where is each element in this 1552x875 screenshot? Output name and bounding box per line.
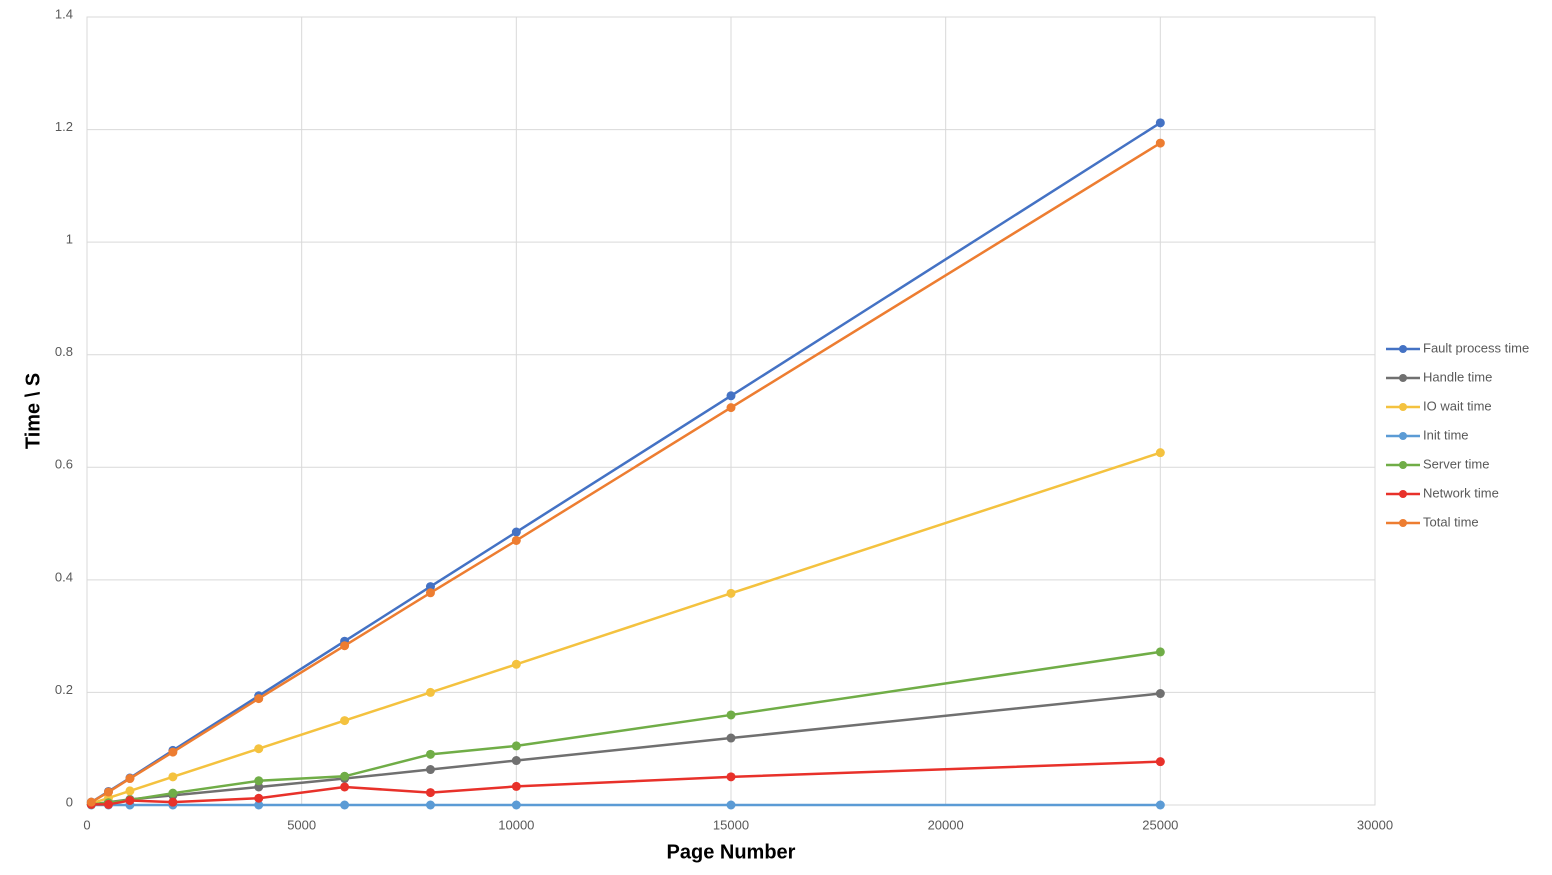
legend-marker: [1399, 374, 1407, 382]
data-point: [726, 710, 736, 720]
x-tick-label: 25000: [1142, 817, 1178, 832]
data-point: [425, 687, 435, 697]
data-point: [425, 800, 435, 810]
legend-label: IO wait time: [1423, 398, 1492, 413]
data-point: [340, 641, 350, 651]
legend-marker: [1399, 461, 1407, 469]
data-point: [726, 772, 736, 782]
data-point: [168, 797, 178, 807]
legend-marker: [1399, 519, 1407, 527]
x-tick-label: 15000: [713, 817, 749, 832]
data-point: [726, 588, 736, 598]
y-tick-label: 1.2: [55, 119, 73, 134]
series-line: [90, 121, 1162, 804]
data-point: [254, 782, 264, 792]
data-point: [103, 787, 113, 797]
data-point: [511, 527, 521, 537]
data-point: [425, 588, 435, 598]
data-point: [726, 800, 736, 810]
data-point: [254, 744, 264, 754]
legend-label: Server time: [1423, 456, 1489, 471]
data-point: [103, 799, 113, 809]
data-point: [511, 781, 521, 791]
data-point: [254, 800, 264, 810]
y-tick-label: 1.4: [55, 6, 73, 21]
legend-label: Init time: [1423, 427, 1469, 442]
data-point: [168, 772, 178, 782]
legend-label: Network time: [1423, 485, 1499, 500]
series-line: [91, 692, 1161, 806]
data-point: [726, 403, 736, 413]
y-tick-label: 0.4: [55, 569, 73, 584]
data-point: [1155, 757, 1165, 767]
data-point: [168, 747, 178, 757]
data-point: [1155, 647, 1165, 657]
data-point: [340, 771, 350, 781]
y-axis-title: Time \ S: [22, 373, 44, 449]
data-point: [254, 776, 264, 786]
legend-marker: [1399, 490, 1407, 498]
y-tick-label: 0.2: [55, 682, 73, 697]
data-point: [1155, 138, 1165, 148]
y-tick-label: 0: [66, 794, 73, 809]
data-point: [340, 800, 350, 810]
data-point: [425, 749, 435, 759]
x-tick-label: 30000: [1357, 817, 1393, 832]
data-point: [254, 694, 264, 704]
x-tick-label: 10000: [498, 817, 534, 832]
data-point: [125, 774, 135, 784]
x-tick-label: 5000: [287, 817, 316, 832]
data-point: [511, 741, 521, 751]
data-point: [511, 535, 521, 545]
series-line: [91, 760, 1161, 806]
legend-label: Fault process time: [1423, 340, 1529, 355]
x-tick-label: 20000: [928, 817, 964, 832]
data-point: [425, 765, 435, 775]
data-point: [125, 795, 135, 805]
data-point: [1155, 118, 1165, 128]
data-point: [86, 797, 96, 807]
data-point: [125, 786, 135, 796]
data-point: [511, 756, 521, 766]
data-point: [340, 716, 350, 726]
y-tick-label: 0.6: [55, 457, 73, 472]
data-point: [726, 391, 736, 401]
series-line: [90, 142, 1161, 804]
data-point: [425, 788, 435, 798]
y-tick-label: 0.8: [55, 344, 73, 359]
data-point: [254, 793, 264, 803]
legend-marker: [1399, 345, 1407, 353]
data-point: [511, 800, 521, 810]
data-point: [726, 733, 736, 743]
data-point: [168, 788, 178, 798]
series-line: [90, 451, 1161, 805]
x-axis-title: Page Number: [667, 841, 796, 863]
data-point: [340, 782, 350, 792]
legend-marker: [1399, 403, 1407, 411]
x-tick-label: 0: [83, 817, 90, 832]
legend-marker: [1399, 432, 1407, 440]
data-point: [1155, 800, 1165, 810]
legend-label: Total time: [1423, 514, 1479, 529]
y-tick-label: 1: [66, 232, 73, 247]
data-point: [425, 582, 435, 592]
data-point: [1155, 448, 1165, 458]
legend-label: Handle time: [1423, 369, 1492, 384]
data-point: [511, 659, 521, 669]
data-point: [1155, 689, 1165, 699]
